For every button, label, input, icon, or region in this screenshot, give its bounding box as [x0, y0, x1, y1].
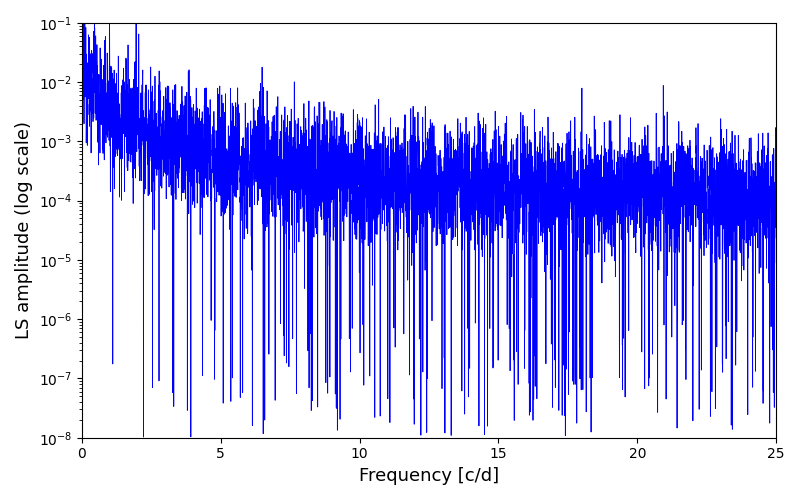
Y-axis label: LS amplitude (log scale): LS amplitude (log scale) — [15, 122, 33, 340]
X-axis label: Frequency [c/d]: Frequency [c/d] — [359, 467, 499, 485]
